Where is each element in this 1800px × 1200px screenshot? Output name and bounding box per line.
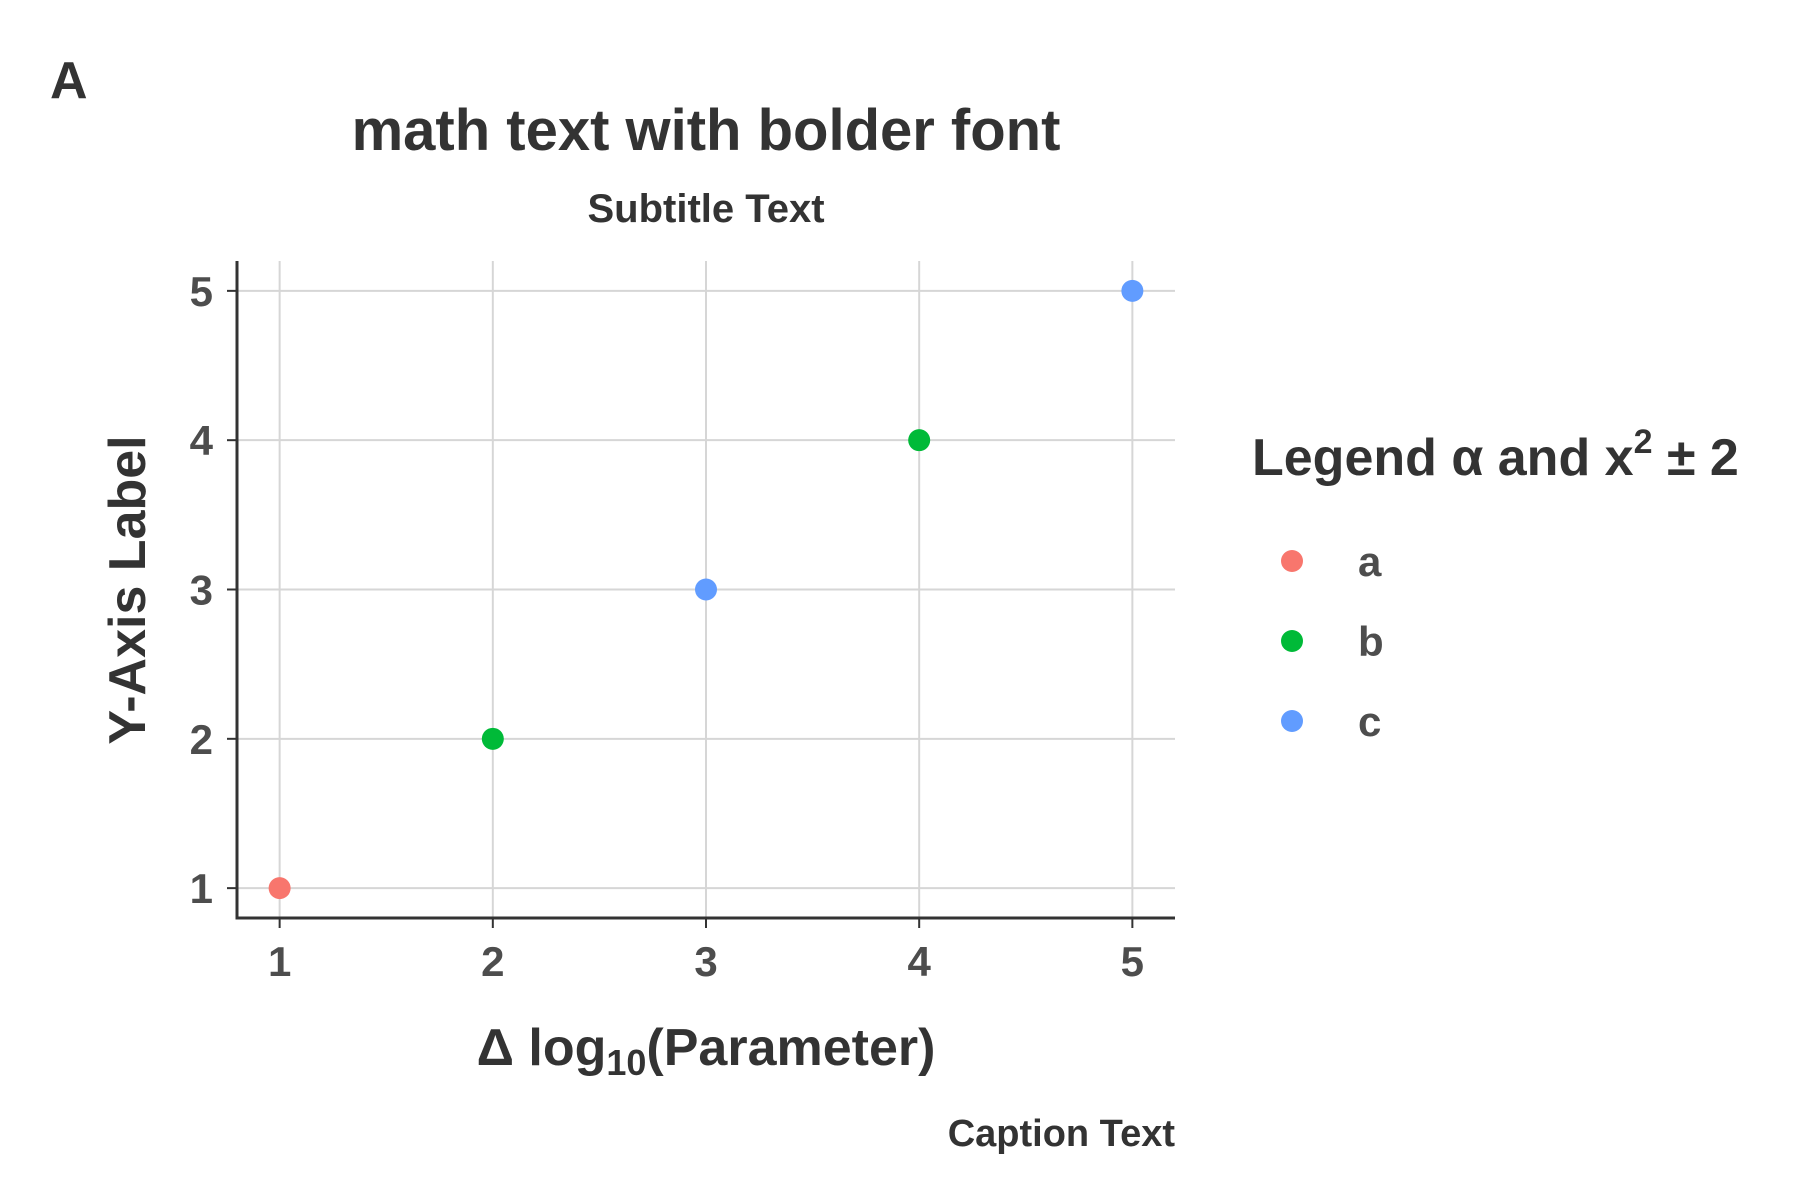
y-axis-label: Y-Axis Label: [99, 435, 157, 744]
data-points: [268, 279, 1144, 900]
data-point-a-1: [268, 877, 291, 900]
chart-subtitle: Subtitle Text: [587, 187, 824, 231]
x-axis-label-subscript: 10: [606, 1042, 646, 1083]
legend-label-a: a: [1358, 538, 1382, 585]
x-tick-label-2: 2: [481, 938, 504, 985]
data-point-c-3: [695, 578, 717, 601]
data-point-b-2: [481, 727, 504, 750]
panel-tag: A: [50, 52, 88, 110]
x-axis-ticks: 1 2 3 4 5: [268, 918, 1144, 985]
data-point-b-4: [908, 429, 931, 452]
legend-title-superscript: 2: [1634, 423, 1653, 461]
x-axis-label: Δ log10(Parameter): [477, 1019, 936, 1083]
x-tick-label-1: 1: [268, 938, 291, 985]
y-tick-label-3: 3: [190, 567, 213, 614]
x-tick-label-3: 3: [694, 938, 717, 985]
x-axis-label-suffix: (Parameter): [646, 1019, 935, 1077]
legend-title-suffix: ± 2: [1653, 429, 1739, 487]
legend-key-b: [1281, 630, 1303, 652]
chart-caption: Caption Text: [948, 1113, 1176, 1155]
legend-key-c: [1281, 710, 1303, 732]
legend: Legend α and x2 ± 2 abc: [1252, 423, 1739, 745]
legend-entries: abc: [1281, 538, 1384, 745]
y-tick-label-2: 2: [190, 716, 213, 763]
x-tick-label-5: 5: [1121, 938, 1144, 985]
gridlines: [237, 261, 1175, 918]
y-tick-label-4: 4: [190, 417, 214, 464]
legend-title: Legend α and x2 ± 2: [1252, 423, 1739, 487]
data-point-c-5: [1121, 279, 1144, 302]
chart-title: math text with bolder font: [352, 98, 1061, 163]
axis-lines: [235, 261, 1175, 920]
y-tick-label-5: 5: [190, 268, 213, 315]
x-axis-label-prefix: Δ log: [477, 1019, 607, 1077]
legend-title-prefix: Legend α and x: [1252, 429, 1634, 487]
legend-label-b: b: [1358, 618, 1384, 665]
legend-label-c: c: [1358, 698, 1381, 745]
y-tick-label-1: 1: [190, 865, 213, 912]
y-axis-ticks: 1 2 3 4 5: [190, 268, 237, 912]
x-tick-label-4: 4: [908, 938, 932, 985]
legend-key-a: [1281, 550, 1303, 572]
